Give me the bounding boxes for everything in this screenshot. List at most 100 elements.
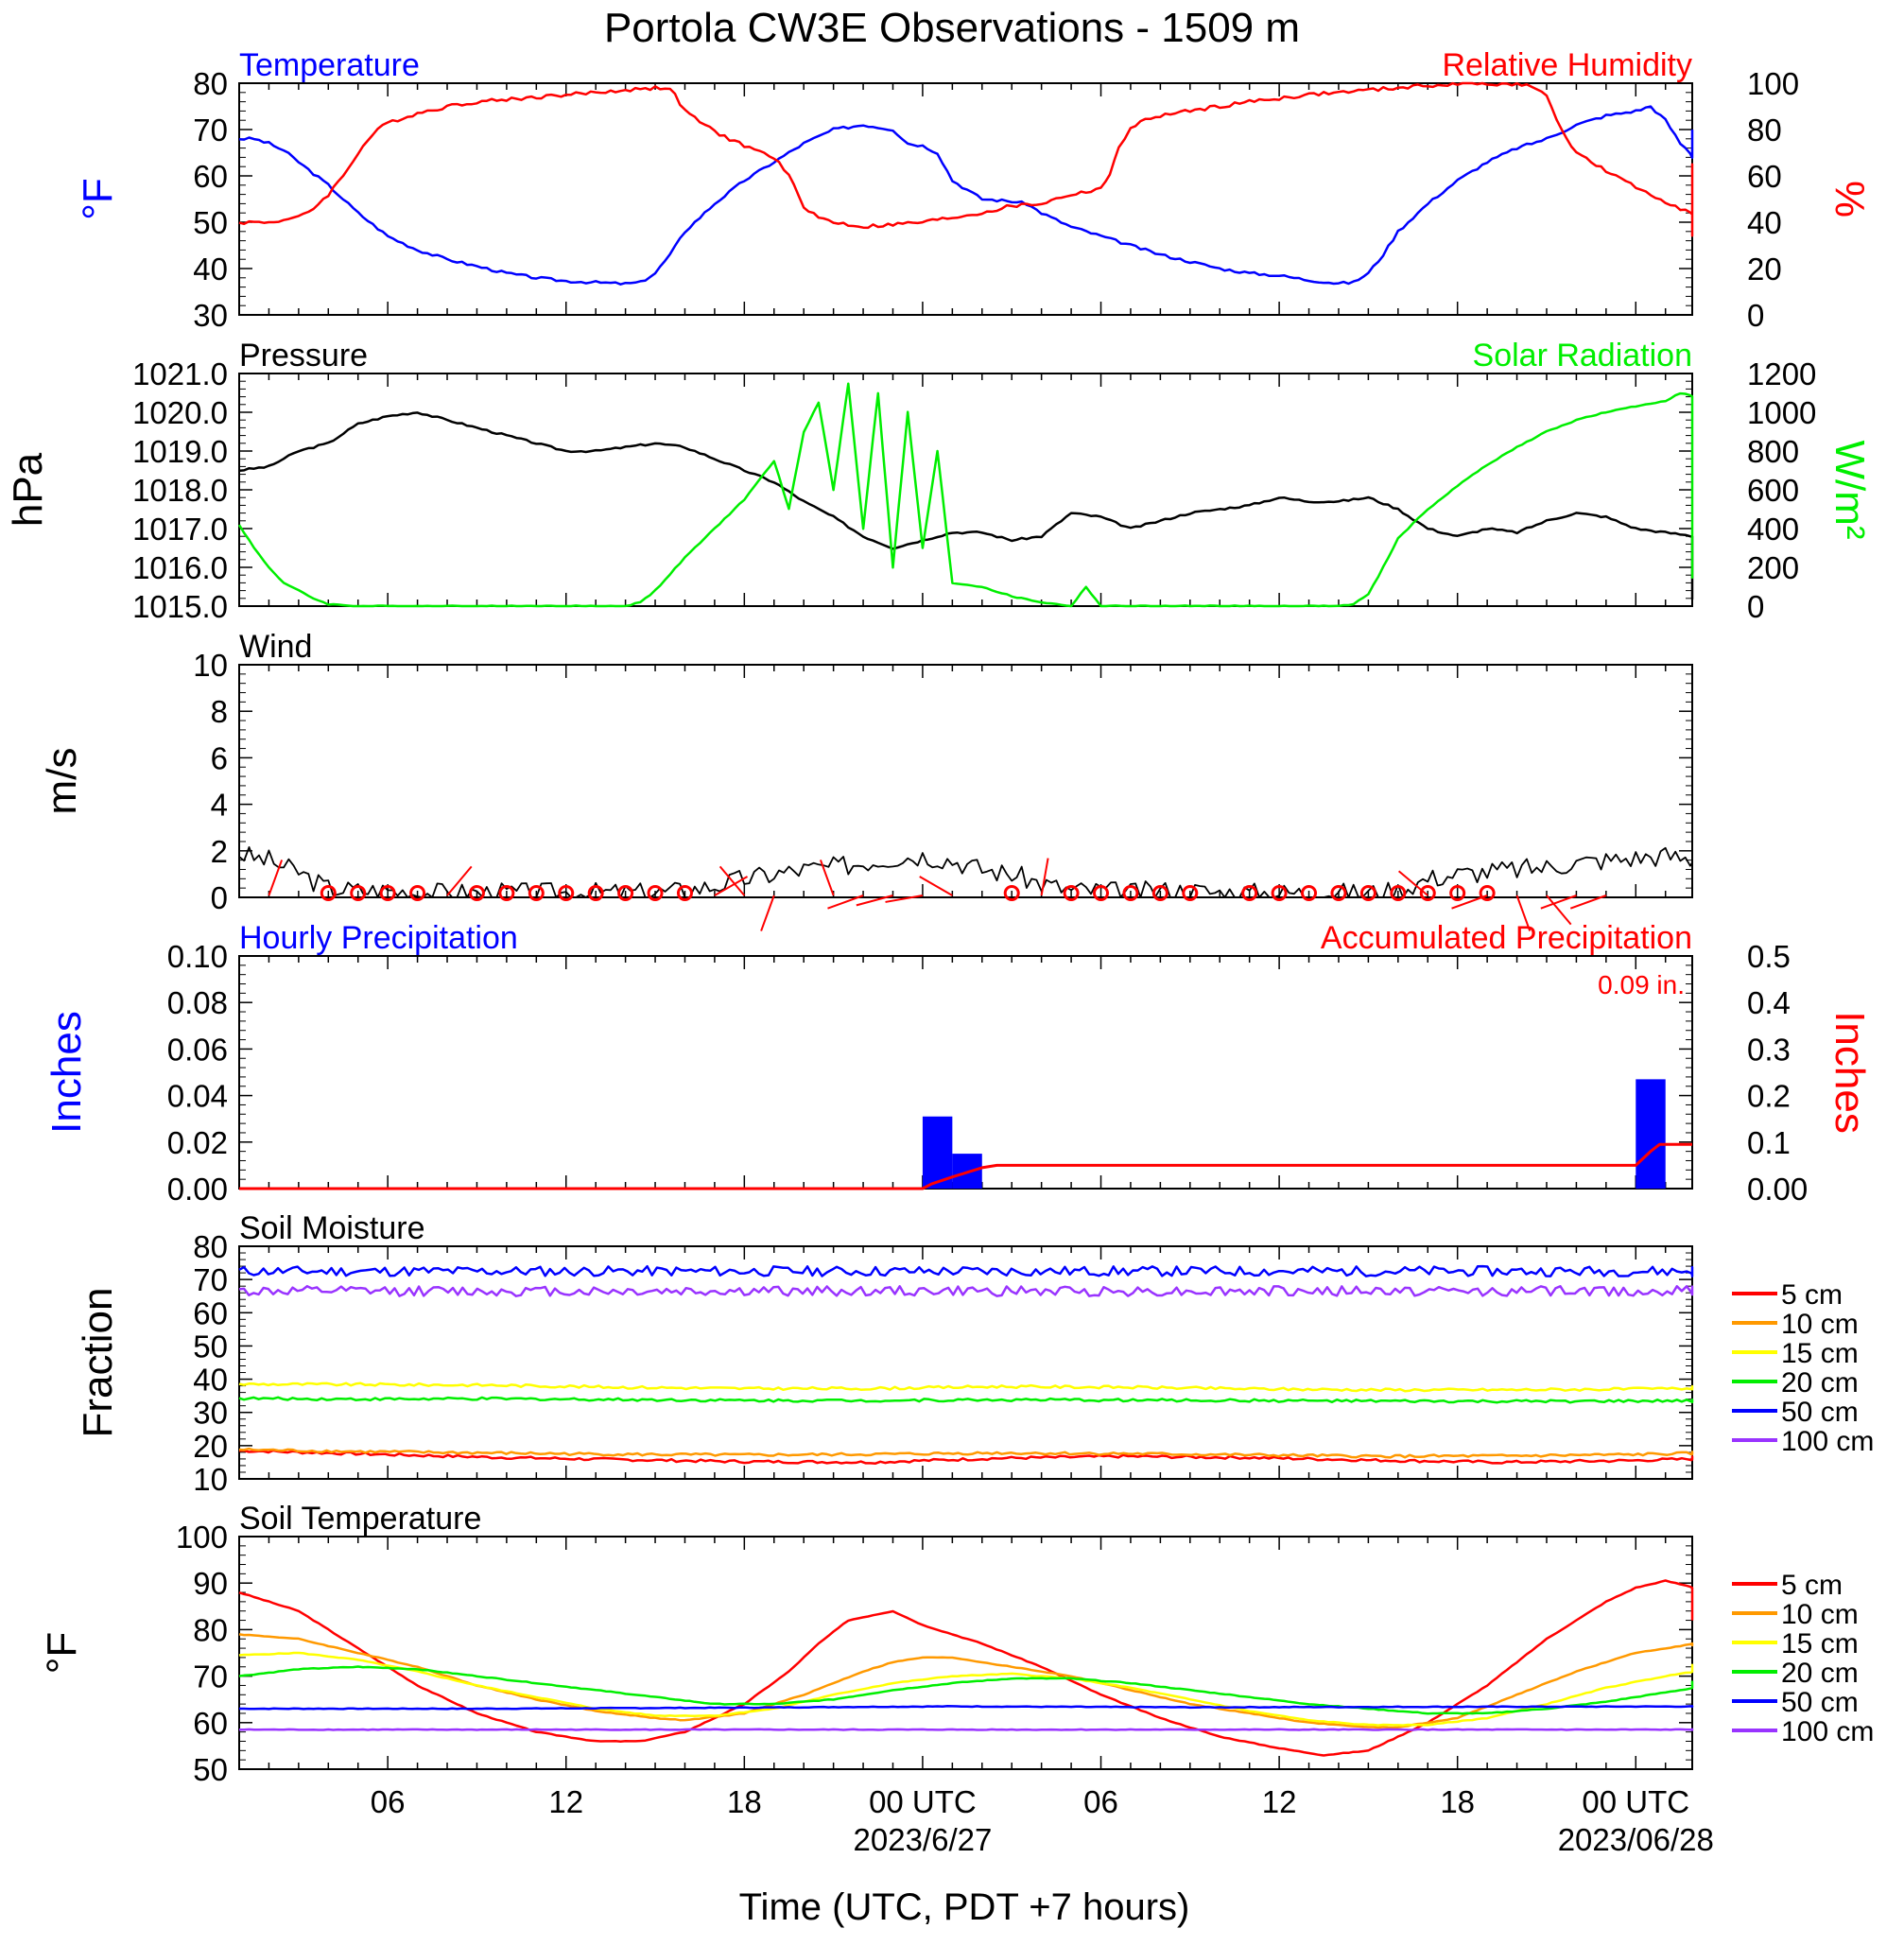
series-line-soil_temp-4 xyxy=(239,1705,1694,1711)
y-tick-label-left: 1019.0 xyxy=(132,434,228,469)
series-line-soil_temp-0 xyxy=(238,1579,1694,1757)
panel-frame xyxy=(238,1245,1693,1480)
panel-title-right: Relative Humidity xyxy=(1442,47,1692,83)
x-tick-label: 00 UTC xyxy=(869,1784,977,1819)
y-tick-label-left: 1015.0 xyxy=(132,589,228,624)
y-tick-label-left: 50 xyxy=(193,1329,228,1364)
series-line-wind-0 xyxy=(238,846,1693,898)
x-tick-label: 18 xyxy=(1440,1784,1475,1819)
panel-title-left: Temperature xyxy=(239,47,420,83)
panel-temp_rh: 30 40 50 60 70 80 0 20 40 60 80 100 Temperature Relat… xyxy=(75,47,1873,333)
y-tick-label-right: 400 xyxy=(1747,512,1799,547)
legend-label: 15 cm xyxy=(1781,1338,1859,1369)
panel-title-left: Wind xyxy=(239,629,312,665)
calm-wind-circle xyxy=(1449,885,1466,902)
y-tick-label-left: 10 xyxy=(193,648,228,683)
soil-moisture-line-0 xyxy=(238,1449,1694,1465)
panel-title-left: Soil Moisture xyxy=(239,1210,425,1246)
calm-wind-circle xyxy=(1151,885,1168,902)
calm-wind-circle xyxy=(1093,885,1110,902)
y-tick-label-left: 60 xyxy=(193,1295,228,1330)
y-tick-label-left: 90 xyxy=(193,1566,228,1601)
y-tick-label-left: 8 xyxy=(211,694,228,729)
panel-title-right: Solar Radiation xyxy=(1473,338,1692,374)
series-line-soil_temp-3 xyxy=(238,1665,1694,1715)
y-tick-label-left: 0 xyxy=(211,880,228,915)
series-line-soil_temp-5 xyxy=(238,1728,1694,1731)
x-tick-label: 12 xyxy=(1262,1784,1297,1819)
y-tick-label-left: 1017.0 xyxy=(132,512,228,547)
y-tick-label-left: 4 xyxy=(211,788,228,823)
calm-wind-circle xyxy=(1419,885,1436,902)
y-tick-label-left: 40 xyxy=(193,1363,228,1398)
y-tick-label-left: 1020.0 xyxy=(132,395,228,430)
y-tick-label-left: 80 xyxy=(193,1612,228,1647)
calm-wind-circle xyxy=(1479,885,1496,902)
calm-wind-circle xyxy=(676,885,693,902)
y-tick-label-left: 50 xyxy=(193,205,228,240)
soil-moisture-line-1 xyxy=(238,1447,1694,1459)
wind-barb xyxy=(919,876,953,896)
wind-barb xyxy=(1546,895,1572,926)
y-tick-label-left: 60 xyxy=(193,159,228,194)
y-tick-label-right: 0.00 xyxy=(1747,1172,1808,1207)
precip-bar xyxy=(1636,1079,1666,1189)
calm-wind-circle xyxy=(1390,885,1407,902)
calm-wind-circle xyxy=(379,885,396,902)
x-tick-label: 00 UTC xyxy=(1582,1784,1689,1819)
x-tick-label: 18 xyxy=(727,1784,762,1819)
calm-wind-circle xyxy=(1301,885,1318,902)
y-tick-label-right: 0.3 xyxy=(1747,1032,1791,1067)
panel-frame xyxy=(238,373,1693,607)
y-tick-label-right: 1200 xyxy=(1747,356,1816,391)
legend-label: 5 cm xyxy=(1781,1570,1843,1601)
y-tick-label-left: 50 xyxy=(193,1752,228,1787)
panel-frame xyxy=(238,664,1693,898)
wind-barb xyxy=(1397,870,1428,896)
y-axis-title-right: Inches xyxy=(1826,1011,1873,1134)
series-line-soil_temp-2 xyxy=(238,1651,1694,1727)
calm-wind-circle xyxy=(1241,885,1258,902)
y-tick-label-left: 10 xyxy=(193,1462,228,1497)
legend-label: 15 cm xyxy=(1781,1628,1859,1659)
calm-wind-circle xyxy=(409,885,426,902)
panel-title-right: Accumulated Precipitation xyxy=(1321,920,1692,956)
x-axis-title: Time (UTC, PDT +7 hours) xyxy=(739,1886,1190,1928)
wind-barb xyxy=(1515,895,1532,931)
y-tick-label-left: 60 xyxy=(193,1706,228,1741)
calm-wind-circle xyxy=(587,885,604,902)
wind-barb xyxy=(268,860,284,896)
y-tick-label-left: 70 xyxy=(193,1262,228,1297)
legend-label: 100 cm xyxy=(1781,1426,1874,1457)
y-tick-label-left: 80 xyxy=(193,66,228,101)
series-line-temp_rh-0 xyxy=(238,105,1694,286)
calm-wind-circle xyxy=(1271,885,1288,902)
y-tick-label-right: 0 xyxy=(1747,589,1764,624)
y-tick-label-right: 20 xyxy=(1747,252,1782,287)
y-axis-title-left: °F xyxy=(39,1632,85,1674)
series-line-pressure_solar-1 xyxy=(237,382,1694,608)
y-tick-label-left: 40 xyxy=(193,252,228,287)
y-axis-title-left: m/s xyxy=(39,748,85,815)
y-tick-label-right: 800 xyxy=(1747,434,1799,469)
y-tick-label-right: 100 xyxy=(1747,66,1799,101)
y-tick-label-left: 70 xyxy=(193,113,228,148)
panel-precip: 0.00 0.02 0.04 0.06 0.08 0.10 0.00 0.1 0.2 0.3 0.4… xyxy=(43,920,1873,1207)
y-tick-label-left: 1016.0 xyxy=(132,550,228,585)
y-tick-label-left: 0.08 xyxy=(167,985,228,1020)
y-tick-label-left: 0.00 xyxy=(167,1172,228,1207)
y-tick-label-right: 0.5 xyxy=(1747,939,1791,974)
y-tick-label-left: 0.10 xyxy=(167,939,228,974)
calm-wind-circle xyxy=(1182,885,1199,902)
calm-wind-circle xyxy=(1063,885,1080,902)
calm-wind-circle xyxy=(647,885,664,902)
legend-label: 20 cm xyxy=(1781,1658,1859,1689)
soil-moisture-line-3 xyxy=(238,1396,1694,1404)
calm-wind-circle xyxy=(558,885,575,902)
wind-barb xyxy=(1040,858,1049,896)
legend-label: 100 cm xyxy=(1781,1716,1874,1747)
